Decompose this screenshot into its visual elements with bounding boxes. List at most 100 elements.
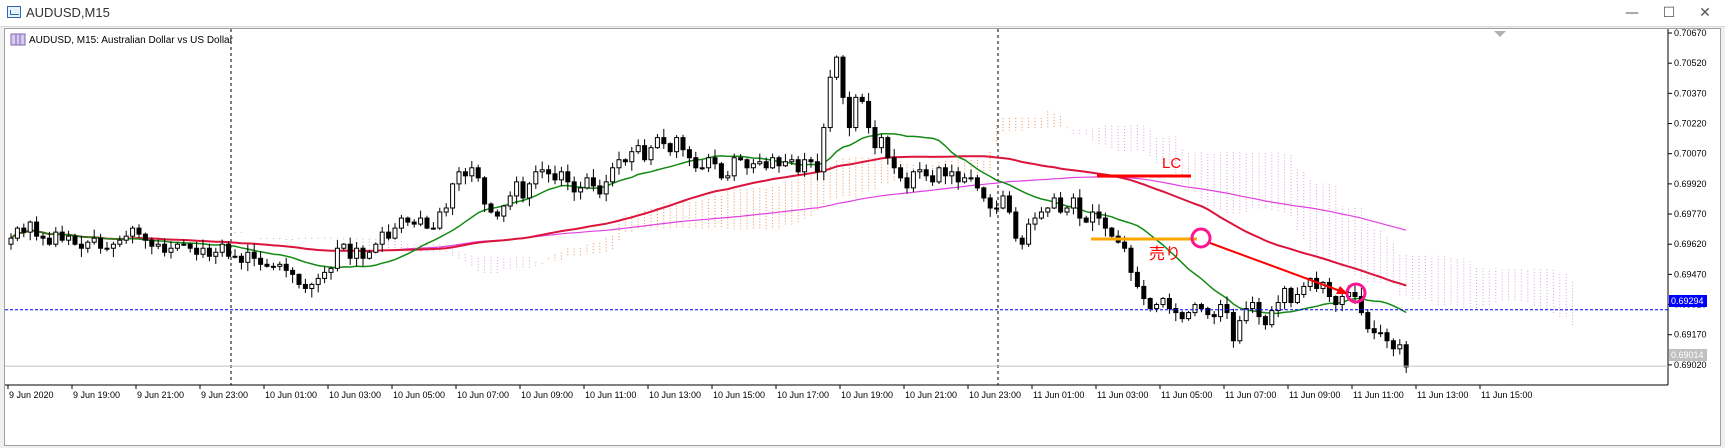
candle-body xyxy=(379,231,385,245)
chart-window-icon xyxy=(7,6,21,18)
candle-body xyxy=(840,56,846,98)
time-tick-label: 11 Jun 03:00 xyxy=(1097,390,1148,400)
candle-body xyxy=(955,171,961,183)
candle-body xyxy=(1077,197,1083,219)
candle-body xyxy=(1243,308,1249,322)
candle-body xyxy=(866,100,872,129)
candle-body xyxy=(514,181,520,197)
candle-body xyxy=(853,96,859,129)
candle-body xyxy=(693,157,699,169)
time-tick-label: 10 Jun 13:00 xyxy=(649,390,701,400)
candle-body xyxy=(1192,304,1198,314)
candle-body xyxy=(603,181,609,195)
candle-body xyxy=(898,167,904,179)
candle-body xyxy=(802,159,808,173)
candle-body xyxy=(334,247,340,269)
candle-body xyxy=(104,247,110,250)
candle-body xyxy=(987,197,993,209)
candle-body xyxy=(1211,314,1217,318)
candle-body xyxy=(846,96,852,129)
candle-body xyxy=(1237,320,1243,342)
candle-body xyxy=(1006,195,1012,213)
candle-body xyxy=(539,169,545,173)
candle-body xyxy=(1083,217,1089,223)
candles xyxy=(8,55,1409,373)
trade-arrow xyxy=(1209,242,1344,293)
chart-type-icon[interactable] xyxy=(10,33,26,46)
candle-body xyxy=(1166,298,1172,310)
candle-body xyxy=(1390,340,1396,350)
candle-body xyxy=(219,243,225,253)
candle-body xyxy=(917,169,923,173)
time-tick-label: 11 Jun 15:00 xyxy=(1481,390,1532,400)
candle-body xyxy=(1224,304,1230,314)
candle-body xyxy=(418,217,424,225)
candle-body xyxy=(1371,328,1377,334)
time-tick-label: 11 Jun 13:00 xyxy=(1417,390,1468,400)
candle-body xyxy=(706,157,712,169)
time-tick-label: 9 Jun 19:00 xyxy=(73,390,120,400)
time-tick-label: 9 Jun 21:00 xyxy=(137,390,184,400)
candle-body xyxy=(1058,197,1064,213)
candle-body xyxy=(27,221,33,233)
candle-body xyxy=(507,195,513,207)
candle-body xyxy=(552,173,558,181)
candle-body xyxy=(1307,277,1313,287)
time-tick-label: 10 Jun 17:00 xyxy=(777,390,829,400)
candle-body xyxy=(1397,344,1403,350)
candle-body xyxy=(168,247,174,253)
candle-body xyxy=(238,255,244,263)
candle-body xyxy=(1365,312,1371,330)
candle-body xyxy=(296,273,302,285)
candle-body xyxy=(763,161,769,169)
candle-body xyxy=(283,263,289,271)
candle-body xyxy=(264,263,270,267)
candle-body xyxy=(494,211,500,217)
candle-body xyxy=(546,169,552,175)
window-title: AUDUSD,M15 xyxy=(26,5,110,20)
time-tick-label: 11 Jun 01:00 xyxy=(1033,390,1084,400)
candle-body xyxy=(174,243,180,249)
chart-area[interactable]: 0.70670 0.70520 0.70370 0.70220 0.70070 0.699… xyxy=(4,28,1721,446)
chart-header-label: AUDUSD, M15: Australian Dollar vs US Dol… xyxy=(29,35,234,46)
candle-body xyxy=(789,159,795,163)
lc-label: LC xyxy=(1162,155,1181,172)
price-tick-label: 0.70370 xyxy=(1674,88,1707,98)
candle-body xyxy=(251,251,257,259)
time-tick-label: 10 Jun 07:00 xyxy=(457,390,509,400)
candle-body xyxy=(578,187,584,193)
candle-body xyxy=(142,233,148,241)
minimize-icon[interactable]: — xyxy=(1625,5,1639,21)
candle-body xyxy=(1352,291,1358,298)
candle-body xyxy=(910,171,916,189)
candle-body xyxy=(1070,197,1076,209)
scroll-marker-icon[interactable] xyxy=(1494,31,1506,37)
time-tick-label: 9 Jun 2020 xyxy=(9,390,54,400)
candle-body xyxy=(994,207,1000,210)
price-tick-label: 0.69470 xyxy=(1674,269,1707,279)
maximize-icon[interactable]: ☐ xyxy=(1662,5,1676,21)
candle-body xyxy=(1384,332,1390,342)
candle-body xyxy=(949,171,955,177)
candle-body xyxy=(1301,285,1307,295)
candle-body xyxy=(622,159,628,163)
candle-body xyxy=(558,171,564,181)
candle-body xyxy=(674,137,680,153)
candle-body xyxy=(981,187,987,199)
candle-body xyxy=(667,143,673,153)
candle-body xyxy=(610,167,616,183)
candle-body xyxy=(1326,281,1332,298)
candle-body xyxy=(648,147,654,161)
candle-body xyxy=(245,251,251,263)
price-chart[interactable]: 0.70670 0.70520 0.70370 0.70220 0.70070 0.699… xyxy=(5,29,1720,445)
candle-body xyxy=(34,221,40,237)
close-icon[interactable]: ✕ xyxy=(1699,5,1711,21)
title-bar[interactable]: AUDUSD,M15 — ☐ ✕ xyxy=(0,0,1725,27)
candle-body xyxy=(424,217,430,229)
candle-body xyxy=(629,151,635,163)
candle-body xyxy=(968,177,974,180)
candle-body xyxy=(757,161,763,165)
candle-body xyxy=(46,237,52,245)
last-price-tag xyxy=(1669,349,1707,361)
candle-body xyxy=(1333,296,1339,306)
